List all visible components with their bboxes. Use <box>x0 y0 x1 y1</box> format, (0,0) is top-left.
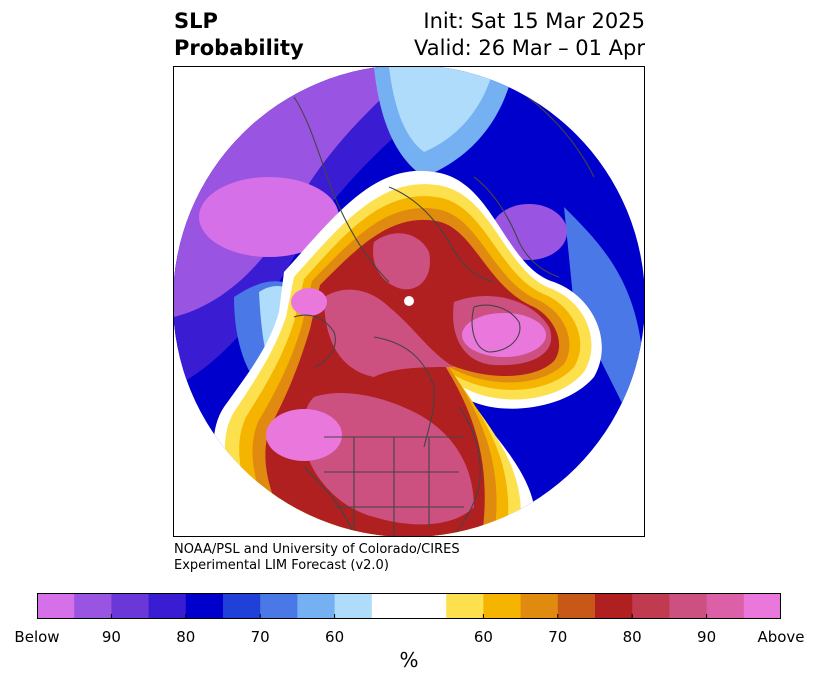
field-above-far-sw <box>266 409 342 461</box>
coast-alaska <box>293 314 336 368</box>
field-below-far-west <box>199 177 339 257</box>
colorbar-tick-label: Above <box>757 628 805 646</box>
colorbar-swatch <box>483 593 522 619</box>
field-above-far-east <box>462 313 546 357</box>
credit-line1: NOAA/PSL and University of Colorado/CIRE… <box>174 542 460 557</box>
coastlines <box>293 86 595 536</box>
field-above-far-west <box>291 288 327 316</box>
map-panel <box>173 66 645 537</box>
colorbar-swatch <box>595 593 633 619</box>
colorbar-tick-label: 90 <box>101 628 121 646</box>
colorbar-swatch <box>148 593 187 619</box>
north-pole-marker <box>404 296 414 306</box>
colorbar-tick-label: Below <box>14 628 60 646</box>
colorbar-tick-label: 80 <box>176 628 196 646</box>
coast-scandinavia <box>473 176 560 278</box>
colorbar-swatch <box>297 593 336 619</box>
colorbar-swatch <box>706 593 745 619</box>
field-below-50-north <box>389 67 494 152</box>
coast-greenland <box>471 304 521 353</box>
field-above-90-center <box>324 289 454 377</box>
colorbar-swatch <box>409 593 447 619</box>
colorbar-swatch <box>37 593 75 619</box>
field-below-60-east <box>564 207 644 447</box>
colorbar-tick-label: 70 <box>250 628 270 646</box>
colorbar-swatch <box>260 593 298 619</box>
coast-asia <box>293 96 390 283</box>
coast-europe <box>388 186 495 283</box>
field-above-90-north <box>373 233 430 290</box>
title-variable: SLP <box>174 9 218 33</box>
colorbar-swatch <box>446 593 484 619</box>
colorbar-swatch <box>223 593 261 619</box>
field-above-90-south <box>303 392 474 525</box>
colorbar-swatch <box>743 593 781 619</box>
colorbar-tick-label: 90 <box>697 628 717 646</box>
colorbar-swatch <box>371 593 410 619</box>
chart-title-right: Init: Sat 15 Mar 2025 Valid: 26 Mar – 01… <box>414 8 645 62</box>
colorbar-swatch <box>185 593 224 619</box>
colorbar-tick-label: 60 <box>473 628 493 646</box>
colorbar-swatch <box>520 593 559 619</box>
coast-usa-west <box>303 466 355 536</box>
credit-text: NOAA/PSL and University of Colorado/CIRE… <box>174 542 460 574</box>
colorbar-border <box>37 593 781 619</box>
colorbar-swatch <box>74 593 112 619</box>
colorbar-swatch <box>557 593 596 619</box>
init-date: Init: Sat 15 Mar 2025 <box>423 9 645 33</box>
valid-range: Valid: 26 Mar – 01 Apr <box>414 36 645 60</box>
coast-usa-east <box>453 406 481 536</box>
colorbar-swatch <box>334 593 373 619</box>
colorbar-tick-label: 80 <box>622 628 642 646</box>
colorbar-swatch <box>632 593 670 619</box>
chart-title-left: SLP Probability <box>174 8 304 62</box>
colorbar-tick-label: 60 <box>325 628 345 646</box>
border-states-1 <box>353 437 430 536</box>
polar-map <box>174 67 644 536</box>
credit-line2: Experimental LIM Forecast (v2.0) <box>174 558 389 573</box>
border-states-2 <box>324 471 464 508</box>
colorbar <box>37 593 781 619</box>
colorbar-tick-label: 70 <box>548 628 568 646</box>
coast-canada <box>373 336 435 448</box>
colorbar-unit: % <box>399 648 419 672</box>
title-type: Probability <box>174 36 304 60</box>
colorbar-swatch <box>669 593 708 619</box>
colorbar-swatch <box>111 593 150 619</box>
